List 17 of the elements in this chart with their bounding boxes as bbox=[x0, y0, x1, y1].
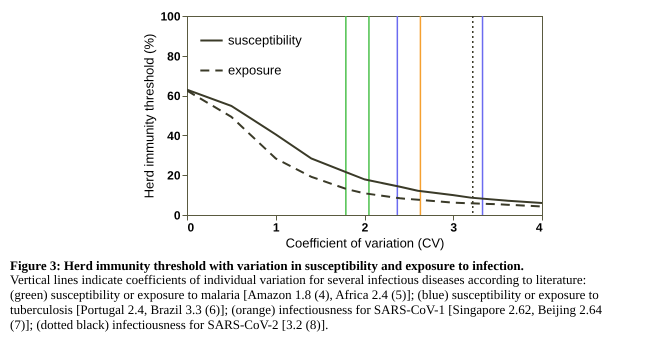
x-tick-label: 2 bbox=[362, 220, 369, 234]
x-axis-title: Coefficient of variation (CV) bbox=[286, 236, 444, 250]
text: Vertical lines indicate coefficients of individual variation for several infectious diseases according to literature: (green) susceptibility or exposure to malaria [Amazon 1.8 (4), Africa 2.4 (5)]; (blue) susceptibility or exposure to tuberculosis [Portugal 2.4, Brazil 3.3 (6)]; (orange) infectiousness for SARS-CoV-1 [Singapore 2.62, Beijing 2.64 (7)]; (dotted black) infectiousness for SARS-CoV-2 [3.2 (8)]. bbox=[10, 272, 603, 332]
x-tick-label: 4 bbox=[536, 220, 543, 234]
y-tick-label: 80 bbox=[167, 49, 181, 64]
y-tick-label: 40 bbox=[167, 128, 181, 143]
y-tick-label: 0 bbox=[174, 208, 181, 222]
x-tick-label: 0 bbox=[188, 220, 194, 234]
y-axis-title: Herd immunity threshold (%) bbox=[141, 34, 156, 198]
y-tick-label: 20 bbox=[167, 168, 181, 183]
x-tick-label: 1 bbox=[272, 220, 280, 234]
y-tick-label: 60 bbox=[167, 89, 181, 104]
x-tick-label: 3 bbox=[450, 220, 458, 234]
text: Figure 3: Herd immunity threshold with variation in susceptibility and exposure to infection. bbox=[10, 258, 524, 273]
legend-label: exposure bbox=[228, 62, 282, 78]
y-tick-label: 100 bbox=[160, 10, 181, 24]
legend-label: susceptibility bbox=[228, 32, 302, 48]
